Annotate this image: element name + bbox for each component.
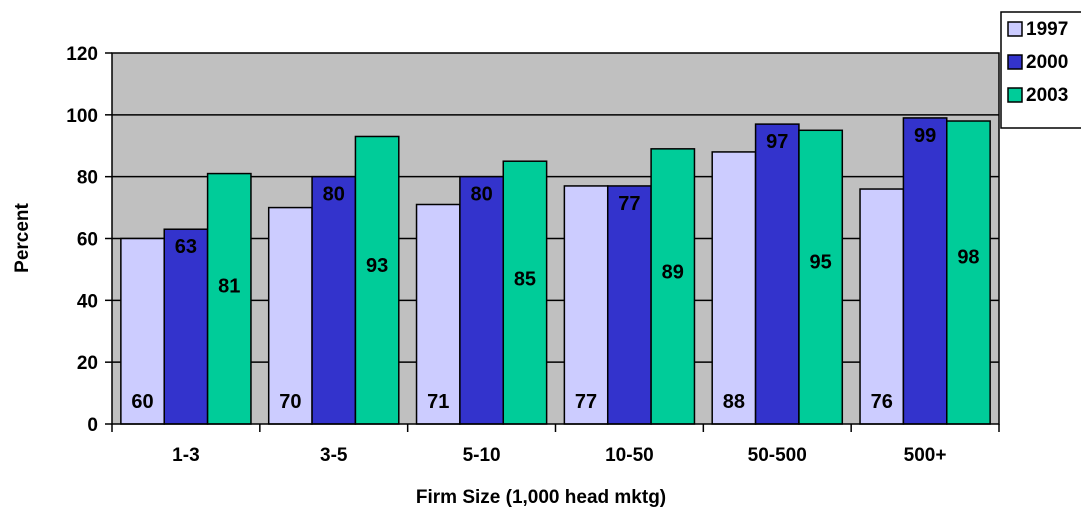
x-tick-label: 3-5 — [320, 445, 348, 466]
x-tick-label: 5-10 — [463, 445, 501, 466]
data-label: 89 — [662, 262, 684, 284]
x-tick-label: 50-500 — [748, 445, 807, 466]
bar-2003-50-500 — [798, 129, 844, 425]
bar-2000-500+ — [902, 117, 948, 425]
data-label: 77 — [575, 391, 597, 413]
data-label: 70 — [279, 391, 301, 413]
data-label: 97 — [766, 131, 788, 153]
legend-label: 2003 — [1026, 85, 1068, 106]
x-tick-label: 500+ — [904, 445, 947, 466]
legend: 1997 2000 2003 — [1000, 11, 1081, 129]
bar-1997-50-500 — [711, 151, 757, 425]
data-label: 95 — [809, 251, 831, 273]
bar-1997-5-10 — [415, 203, 461, 425]
bar-2003-500+ — [946, 120, 991, 425]
y-tick-label: 120 — [66, 44, 98, 65]
bar-1997-1-3 — [120, 237, 165, 425]
data-label: 71 — [427, 391, 449, 413]
bar-2003-5-10 — [502, 160, 548, 425]
data-label: 60 — [131, 391, 153, 413]
data-label: 77 — [618, 193, 640, 215]
legend-label: 1997 — [1026, 19, 1068, 40]
y-tick-label: 40 — [77, 291, 98, 312]
bar-2000-1-3 — [163, 228, 209, 425]
data-label: 85 — [514, 268, 536, 290]
bar-2000-50-500 — [754, 123, 800, 425]
bar-2000-5-10 — [459, 175, 505, 425]
legend-label: 2000 — [1026, 52, 1068, 73]
data-labels: 60 63 81 70 80 93 71 80 85 77 77 89 88 97 95 76 99 98 — [131, 125, 979, 413]
data-label: 80 — [470, 184, 492, 206]
legend-swatch-2000 — [1007, 54, 1023, 70]
data-label: 99 — [914, 125, 936, 147]
data-label: 88 — [723, 391, 745, 413]
bar-2000-10-50 — [606, 185, 652, 425]
data-label: 63 — [175, 236, 197, 258]
bar-1997-500+ — [859, 188, 905, 425]
bar-2003-3-5 — [354, 135, 400, 425]
y-axis: 0 20 40 60 80 100 120 — [66, 44, 112, 436]
legend-swatch-2003 — [1007, 87, 1023, 103]
y-tick-label: 20 — [77, 353, 98, 374]
bar-2003-1-3 — [206, 172, 252, 425]
y-tick-label: 0 — [87, 415, 98, 436]
data-label: 98 — [957, 246, 979, 268]
y-tick-label: 60 — [77, 230, 98, 251]
y-tick-label: 80 — [77, 168, 98, 189]
legend-swatch-1997 — [1007, 21, 1023, 37]
x-tick-label: 1-3 — [172, 445, 199, 466]
bars — [120, 117, 991, 425]
data-label: 93 — [366, 255, 388, 277]
grid-lines — [112, 114, 999, 363]
x-tick-label: 10-50 — [605, 445, 654, 466]
bar-2003-10-50 — [650, 148, 696, 425]
y-tick-label: 100 — [66, 106, 98, 127]
bar-1997-10-50 — [563, 185, 609, 425]
data-label: 76 — [871, 391, 893, 413]
y-axis-title: Percent — [12, 202, 33, 272]
x-axis: 1-3 3-5 5-10 10-50 50-500 500+ — [111, 424, 1000, 466]
x-axis-title: Firm Size (1,000 head mktg) — [416, 487, 666, 508]
data-label: 81 — [218, 275, 240, 297]
bar-2000-3-5 — [311, 175, 357, 425]
data-label: 80 — [323, 184, 345, 206]
